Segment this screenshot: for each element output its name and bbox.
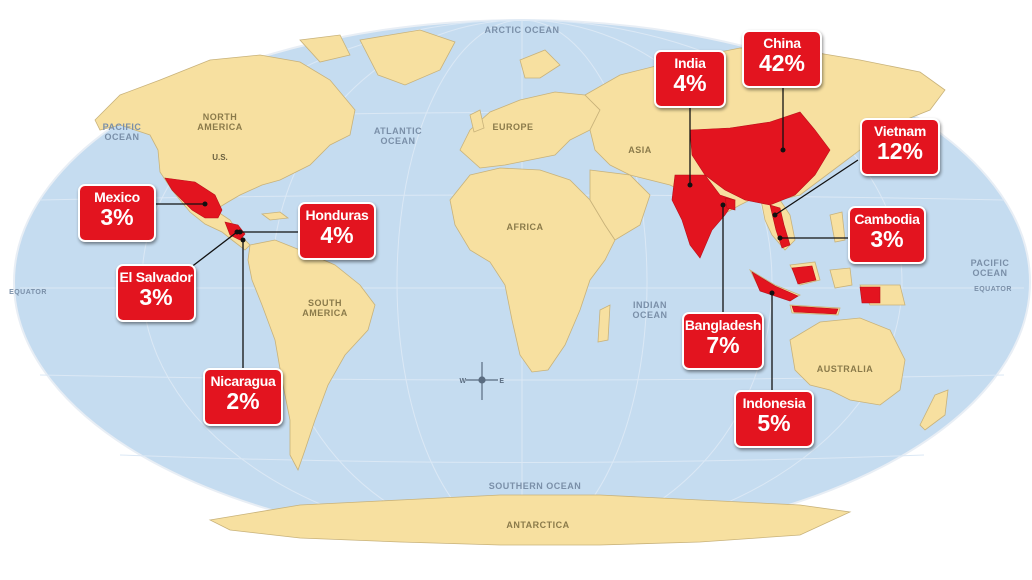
callout-cambodia: Cambodia 3% (848, 206, 926, 264)
percentage-value: 42% (758, 50, 806, 76)
leader-lines (155, 85, 859, 393)
indian-ocean-label-1: INDIAN (633, 300, 667, 310)
antarctica-label: ANTARCTICA (506, 520, 569, 530)
percentage-value: 3% (100, 204, 134, 230)
north-america-label-1: NORTH (203, 112, 238, 122)
arctic-ocean-label: ARCTIC OCEAN (485, 25, 560, 35)
equator-left-label: EQUATOR (9, 289, 47, 296)
indonesia-shape (751, 271, 799, 302)
north-america-label-2: AMERICA (197, 122, 243, 132)
callout-honduras: Honduras 4% (298, 202, 376, 260)
country-name: India (674, 55, 706, 71)
country-name: El Salvador (119, 269, 193, 285)
atlantic-ocean-label-2: OCEAN (380, 136, 415, 146)
southern-ocean-label: SOUTHERN OCEAN (489, 481, 582, 491)
us-label: U.S. (212, 153, 228, 162)
percentage-value: 4% (320, 222, 354, 248)
percentage-value: 5% (757, 410, 791, 436)
africa-label: AFRICA (507, 222, 544, 232)
country-name: Vietnam (873, 123, 927, 139)
bangladesh-shape (724, 197, 736, 211)
country-name: Mexico (94, 189, 140, 205)
atlantic-ocean-label-1: ATLANTIC (374, 126, 422, 136)
pacific-ocean-right-label-1: PACIFIC (971, 258, 1010, 268)
asia-label: ASIA (628, 145, 652, 155)
callout-mexico: Mexico 3% (78, 184, 156, 242)
callout-bangladesh: Bangladesh 7% (682, 312, 764, 370)
callout-nicaragua: Nicaragua 2% (203, 368, 283, 426)
country-name: Bangladesh (684, 317, 762, 333)
callout-indonesia: Indonesia 5% (734, 390, 814, 448)
percentage-value: 7% (706, 332, 740, 358)
percentage-value: 3% (870, 226, 904, 252)
compass-east-label: E (499, 378, 504, 385)
europe-label: EUROPE (492, 122, 533, 132)
callout-el-salvador: El Salvador 3% (116, 264, 196, 322)
pacific-ocean-left-label-1: PACIFIC (103, 122, 142, 132)
country-name: Honduras (305, 207, 369, 223)
percentage-value: 2% (226, 388, 260, 414)
compass-icon (466, 362, 498, 400)
south-america-label-1: SOUTH (308, 298, 342, 308)
pacific-ocean-right-label-2: OCEAN (972, 268, 1007, 278)
callout-india: India 4% (654, 50, 726, 108)
percentage-value: 4% (673, 70, 707, 96)
percentage-value: 12% (876, 138, 924, 164)
percentage-value: 3% (139, 284, 173, 310)
indian-ocean-label-2: OCEAN (632, 310, 667, 320)
mexico-shape (164, 177, 223, 219)
country-name: China (763, 35, 801, 51)
australia-label: AUSTRALIA (817, 364, 874, 374)
pacific-ocean-left-label-2: OCEAN (104, 132, 139, 142)
callout-vietnam: Vietnam 12% (860, 118, 940, 176)
callout-china: China 42% (742, 30, 822, 88)
equator-right-label: EQUATOR (974, 286, 1012, 293)
south-america-label-2: AMERICA (302, 308, 348, 318)
country-name: Indonesia (742, 395, 806, 411)
china-shape (689, 111, 831, 206)
country-name: Nicaragua (210, 373, 276, 389)
country-name: Cambodia (854, 211, 920, 227)
india-shape (671, 174, 736, 259)
compass-west-label: W (459, 378, 466, 385)
